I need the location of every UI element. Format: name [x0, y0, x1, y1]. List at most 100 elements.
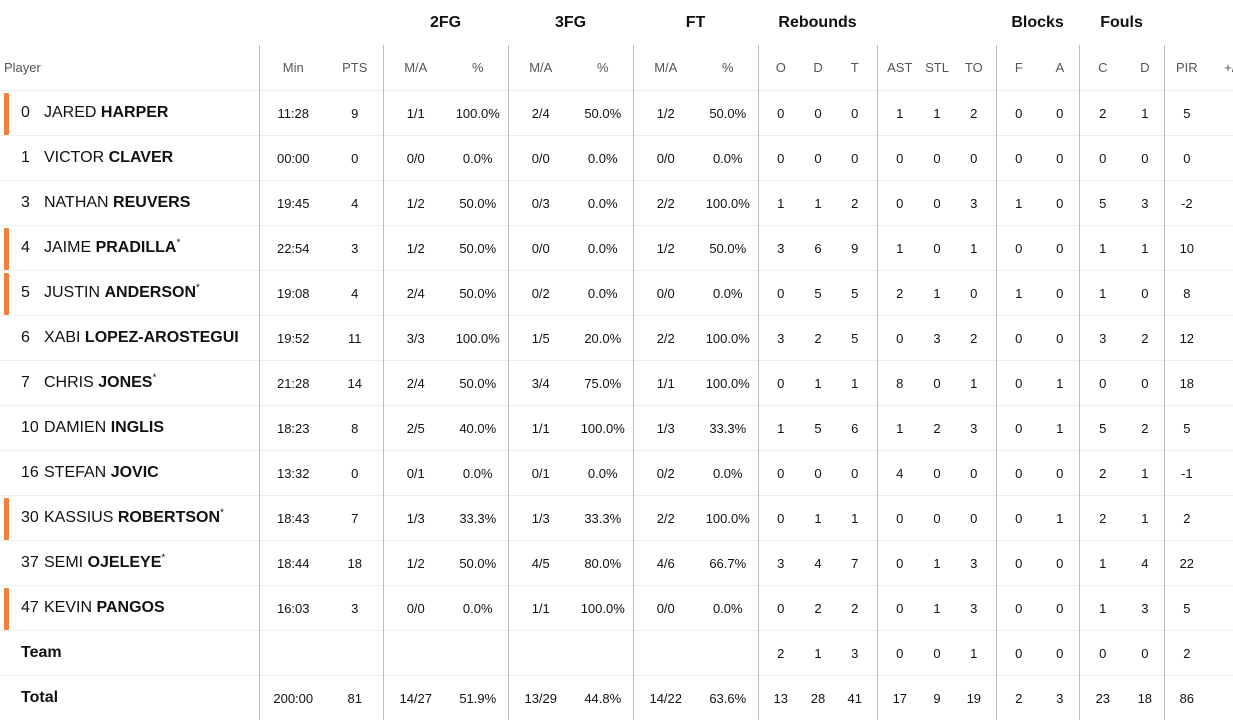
player-last-name[interactable]: OJELEYE — [88, 554, 162, 571]
col-header-fouls-d[interactable]: D — [1126, 45, 1164, 91]
stat-plus-minus — [1209, 631, 1233, 676]
player-last-name[interactable]: HARPER — [101, 104, 169, 121]
col-header-min[interactable]: Min — [259, 45, 327, 91]
player-last-name[interactable]: LOPEZ-AROSTEGUI — [85, 329, 239, 346]
player-first-name: STEFAN — [44, 464, 106, 481]
player-first-name: DAMIEN — [44, 419, 106, 436]
col-header-to[interactable]: TO — [952, 45, 996, 91]
stat-reb-o: 3 — [758, 226, 803, 271]
col-header-blk-a[interactable]: A — [1041, 45, 1079, 91]
stat-blk-a: 0 — [1041, 136, 1079, 181]
stat-plus-minus — [1209, 541, 1233, 586]
stat-min: 11:28 — [259, 91, 327, 136]
col-header-stl[interactable]: STL — [922, 45, 952, 91]
player-first-name: KEVIN — [44, 599, 92, 616]
stat-reb-d: 5 — [803, 406, 833, 451]
stat-blk-a: 0 — [1041, 316, 1079, 361]
stat-2fg-pct: 0.0% — [448, 451, 508, 496]
stat-blk-a: 0 — [1041, 181, 1079, 226]
stat-pts: 4 — [327, 271, 383, 316]
stat-3fg-ma: 3/4 — [508, 361, 573, 406]
stat-ft-ma: 1/3 — [633, 406, 698, 451]
stat-blk-f: 0 — [996, 361, 1041, 406]
stat-reb-o: 1 — [758, 181, 803, 226]
stat-blk-f: 0 — [996, 226, 1041, 271]
stat-reb-d: 1 — [803, 631, 833, 676]
player-last-name[interactable]: JOVIC — [111, 464, 159, 481]
col-header-plus-minus[interactable]: +/- — [1209, 45, 1233, 91]
col-header-2fg-ma[interactable]: M/A — [383, 45, 448, 91]
stat-2fg-pct: 50.0% — [448, 271, 508, 316]
col-header-pir[interactable]: PIR — [1164, 45, 1209, 91]
starter-marker — [4, 498, 9, 540]
stat-stl: 0 — [922, 496, 952, 541]
stat-reb-t: 2 — [833, 586, 877, 631]
stat-reb-t: 1 — [833, 361, 877, 406]
stat-plus-minus — [1209, 181, 1233, 226]
col-header-ft-ma[interactable]: M/A — [633, 45, 698, 91]
col-header-reb-d[interactable]: D — [803, 45, 833, 91]
group-fouls: Fouls — [1079, 0, 1164, 45]
player-last-name[interactable]: PRADILLA — [96, 239, 177, 256]
player-last-name[interactable]: ANDERSON — [104, 284, 196, 301]
col-header-2fg-pct[interactable]: % — [448, 45, 508, 91]
stat-min: 13:32 — [259, 451, 327, 496]
col-header-3fg-pct[interactable]: % — [573, 45, 633, 91]
stat-pts: 8 — [327, 406, 383, 451]
col-header-3fg-ma[interactable]: M/A — [508, 45, 573, 91]
stat-fouls-c: 1 — [1079, 541, 1126, 586]
stat-ast: 17 — [877, 676, 922, 720]
player-last-name[interactable]: REUVERS — [113, 194, 190, 211]
stat-pir: -2 — [1164, 181, 1209, 226]
player-last-name[interactable]: ROBERTSON — [118, 509, 220, 526]
stat-pts — [327, 631, 383, 676]
col-header-reb-o[interactable]: O — [758, 45, 803, 91]
col-header-fouls-c[interactable]: C — [1079, 45, 1126, 91]
stat-min: 00:00 — [259, 136, 327, 181]
col-header-blk-f[interactable]: F — [996, 45, 1041, 91]
stat-pts: 3 — [327, 226, 383, 271]
stat-stl: 1 — [922, 271, 952, 316]
stat-pts: 14 — [327, 361, 383, 406]
col-header-pts[interactable]: PTS — [327, 45, 383, 91]
stat-min: 21:28 — [259, 361, 327, 406]
stat-min: 18:23 — [259, 406, 327, 451]
player-last-name[interactable]: INGLIS — [111, 419, 164, 436]
stat-3fg-pct: 80.0% — [573, 541, 633, 586]
stat-reb-o: 0 — [758, 496, 803, 541]
stat-ft-ma: 0/2 — [633, 451, 698, 496]
col-header-ast[interactable]: AST — [877, 45, 922, 91]
stat-fouls-c: 2 — [1079, 451, 1126, 496]
stat-blk-a: 0 — [1041, 91, 1079, 136]
group-ft: FT — [633, 0, 758, 45]
stat-min: 19:52 — [259, 316, 327, 361]
stat-ft-pct: 66.7% — [698, 541, 758, 586]
stat-fouls-c: 2 — [1079, 496, 1126, 541]
col-header-ft-pct[interactable]: % — [698, 45, 758, 91]
stat-fouls-c: 1 — [1079, 226, 1126, 271]
player-last-name[interactable]: JONES — [98, 374, 152, 391]
player-last-name[interactable]: PANGOS — [96, 599, 164, 616]
col-header-reb-t[interactable]: T — [833, 45, 877, 91]
player-last-name[interactable]: CLAVER — [109, 149, 174, 166]
stat-reb-t: 2 — [833, 181, 877, 226]
stat-reb-d: 0 — [803, 451, 833, 496]
player-number: 7 — [0, 374, 38, 392]
stat-reb-t: 5 — [833, 271, 877, 316]
